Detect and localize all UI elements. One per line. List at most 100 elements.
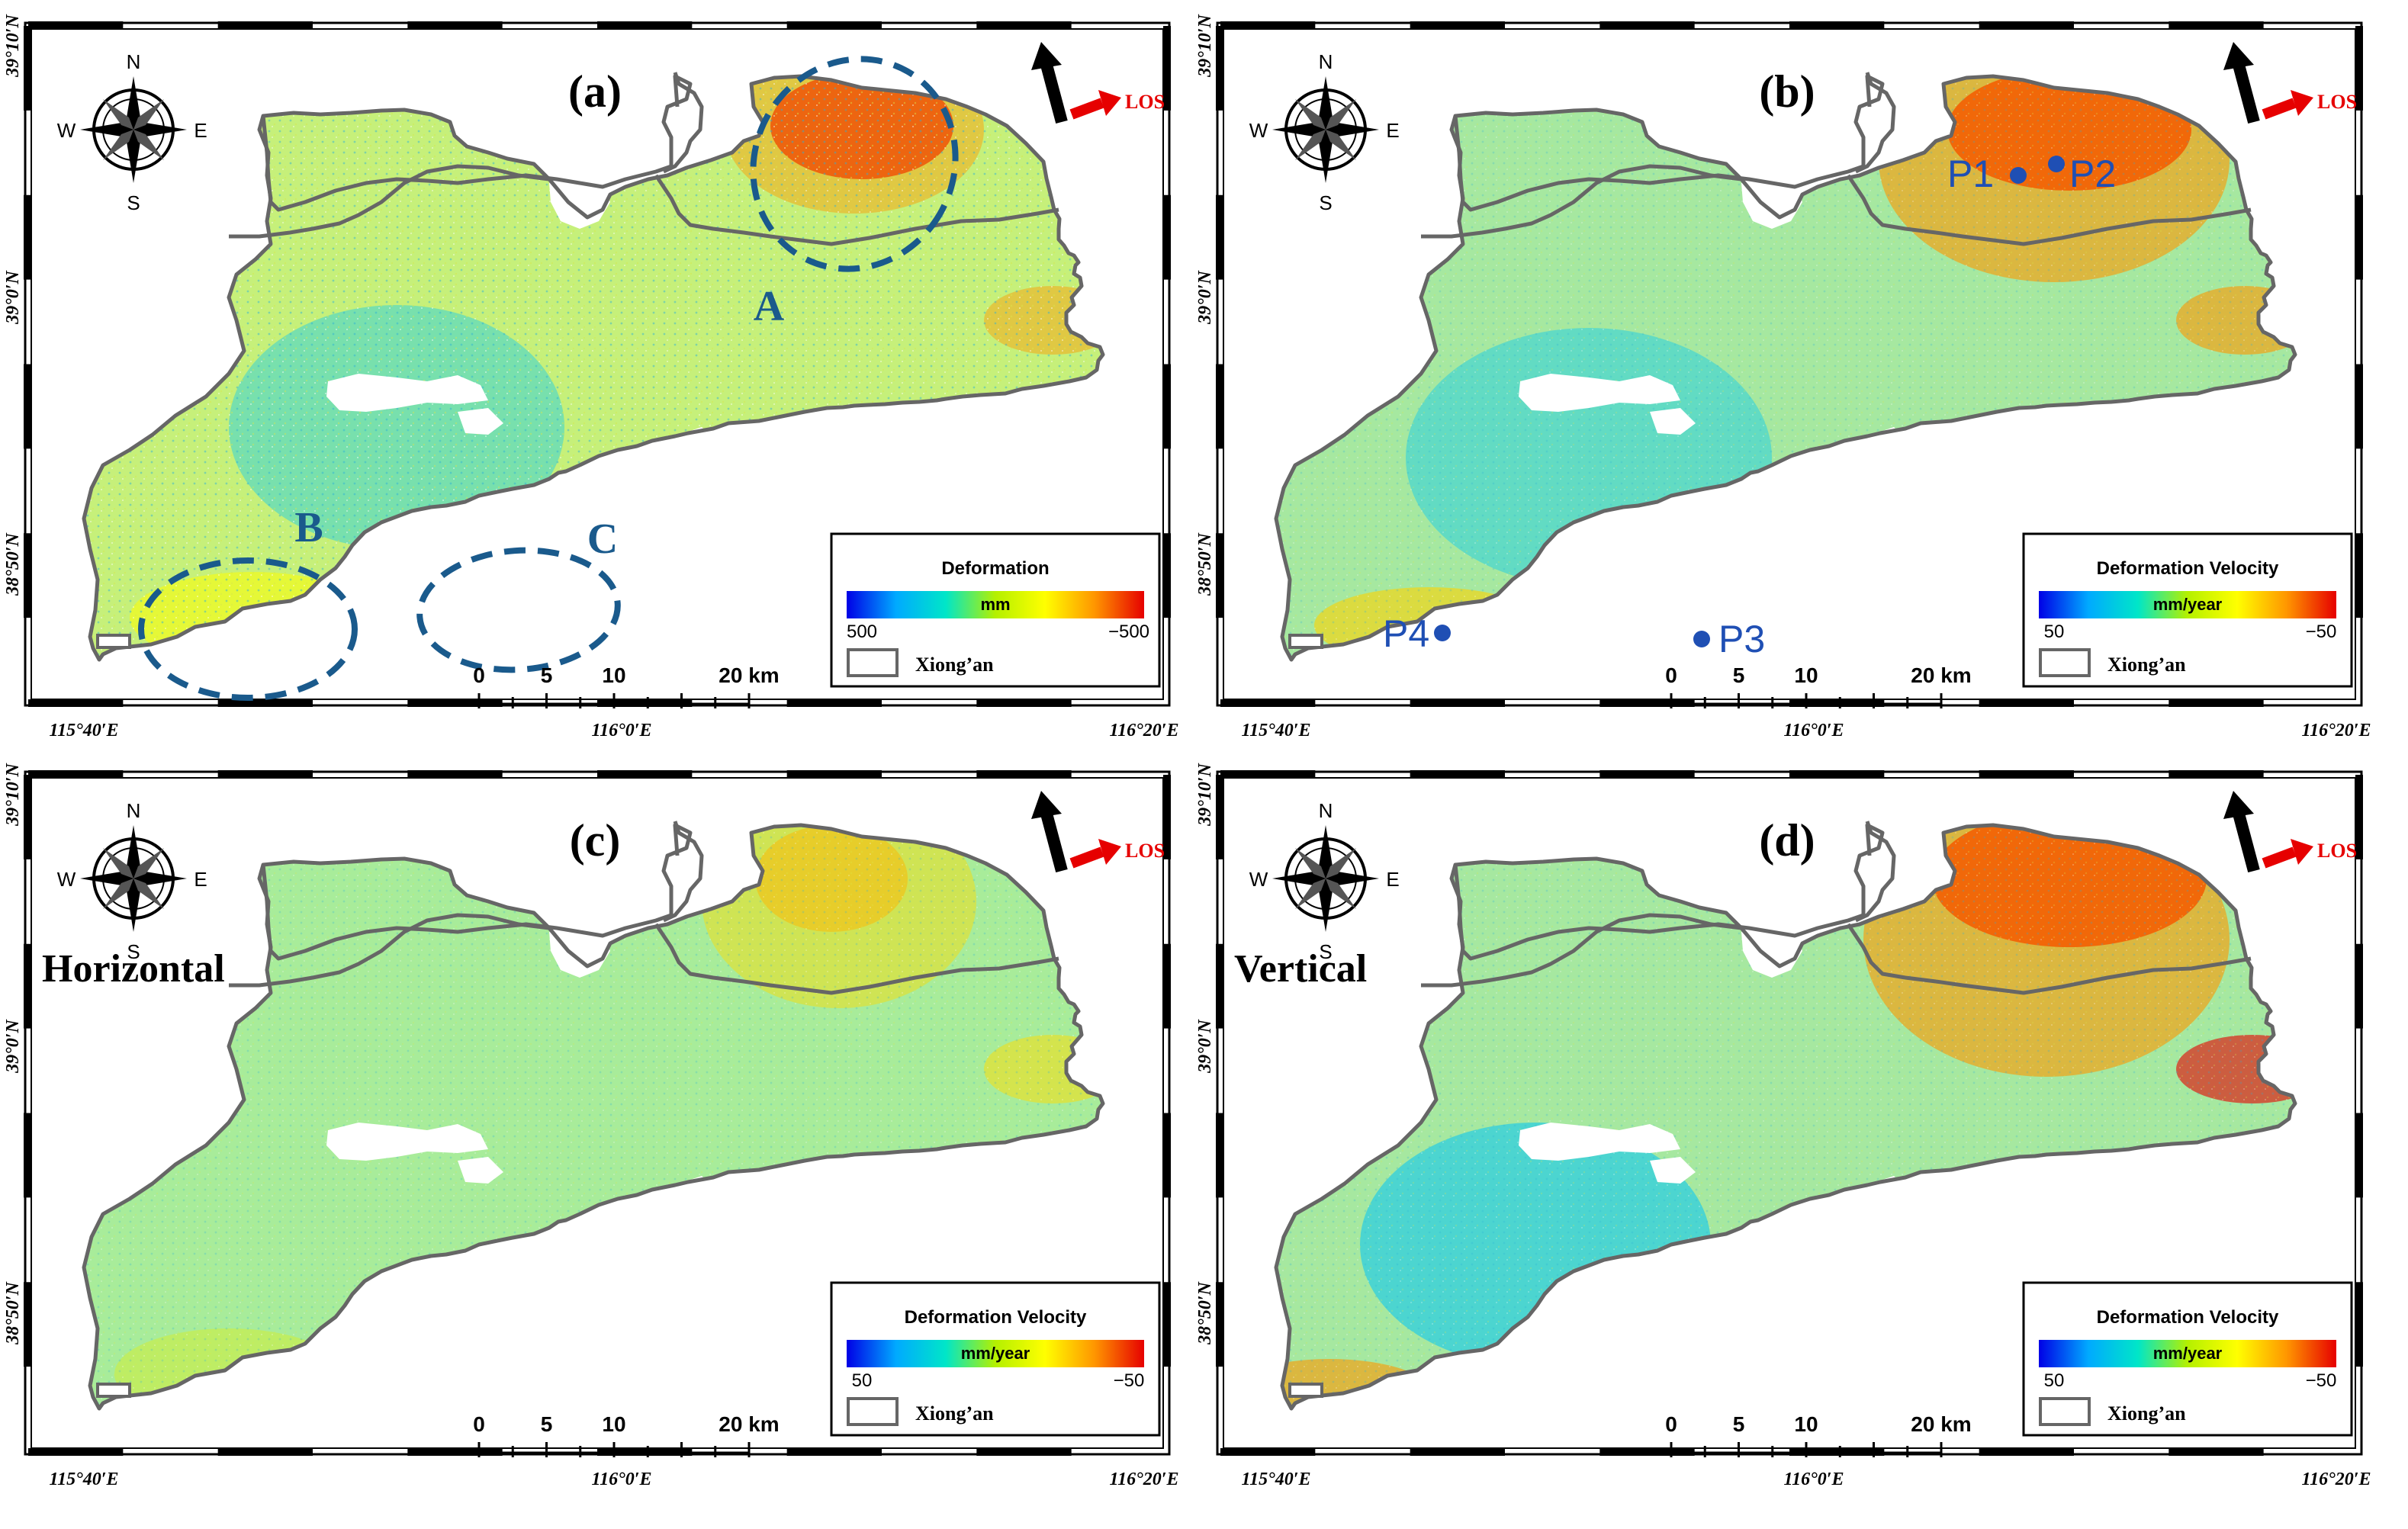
legend-unit: mm/year [2153, 1344, 2223, 1363]
legend-title: Deformation Velocity [905, 1307, 1087, 1328]
compass-w: W [1249, 868, 1268, 891]
panel-label: (b) [1759, 66, 1815, 117]
panel-label: (a) [568, 66, 622, 117]
longitude-label: 116°0′E [1783, 1470, 1844, 1489]
scale-bar-tick: 5 [541, 663, 553, 687]
boundary-feature [96, 1383, 131, 1398]
latitude-label: 39°10′N [3, 13, 23, 77]
boundary-feature [1288, 634, 1323, 649]
county-boundary [229, 913, 550, 988]
county-boundary [1421, 913, 1742, 988]
scale-bar-tick: 5 [1733, 1412, 1745, 1436]
lake-mask [458, 1157, 503, 1184]
county-boundary [229, 164, 550, 239]
map-panel-c: (c) Horizontal N S E W LOS 0 5 10 20 km Deformation… [3, 762, 1179, 1489]
boundary-feature [1288, 1383, 1323, 1398]
legend-max: −50 [2306, 622, 2337, 642]
sample-point-marker [1434, 625, 1451, 641]
scale-bar-tick: 5 [541, 1412, 553, 1436]
legend-min: 50 [852, 1370, 873, 1391]
latitude-label: 38°50′N [1195, 532, 1215, 596]
map-panel-d: (d) Vertical N S E W LOS 0 5 10 20 km Deformation V… [1195, 762, 2371, 1489]
sample-point-label: P4 [1383, 612, 1429, 655]
map-legend: Deformation Velocity mm/year 50 −50 Xiong’an [2022, 1281, 2353, 1437]
los-arrow-icon [1031, 791, 1121, 873]
county-boundary [1846, 923, 2252, 995]
compass-rose-icon: N S E W [1249, 50, 1400, 214]
region-label: A [754, 283, 785, 330]
map-legend: Deformation mm 500 −500 Xiong’an [830, 532, 1161, 688]
map-panel-a: (a) N S E W LOS A B C 0 5 10 20 km Deformation mm 500 −5… [3, 13, 1179, 740]
longitude-label: 116°20′E [1109, 1470, 1178, 1489]
sample-point-label: P2 [2069, 153, 2116, 195]
scale-bar: 0 5 10 20 km [1665, 1412, 1972, 1457]
frame-ticks [1216, 770, 2363, 1456]
los-arrow-icon [2223, 791, 2313, 873]
colorbar [847, 591, 1144, 618]
compass-e: E [194, 119, 207, 142]
compass-e: E [1386, 119, 1399, 142]
compass-w: W [1249, 119, 1268, 142]
panel-subtitle: Vertical [1234, 947, 1367, 991]
legend-min: 50 [2044, 1370, 2065, 1391]
los-arrow-icon [2223, 42, 2313, 124]
latitude-label: 38°50′N [3, 532, 23, 596]
compass-w: W [57, 119, 76, 142]
colorbar [2039, 1340, 2336, 1367]
legend-max: −500 [1108, 622, 1149, 642]
legend-item: Xiong’an [2107, 654, 2186, 676]
compass-n: N [127, 50, 141, 73]
longitude-label: 115°40′E [1241, 1470, 1310, 1489]
county-boundary [654, 923, 1059, 995]
legend-unit: mm/year [961, 1344, 1030, 1363]
map-legend: Deformation Velocity mm/year 50 −50 Xiong’an [2022, 532, 2353, 688]
xiongan-boundary [1274, 74, 2297, 662]
scale-bar-end: 20 km [719, 663, 779, 687]
latitude-label: 39°0′N [3, 1018, 23, 1073]
latitude-label: 39°0′N [1195, 1018, 1215, 1073]
scale-bar-tick: 10 [1794, 1412, 1818, 1436]
map-legend: Deformation Velocity mm/year 50 −50 Xiong’an [830, 1281, 1161, 1437]
los-label: LOS [2317, 91, 2357, 113]
latitude-label: 39°10′N [1195, 762, 1215, 826]
legend-title: Deformation [941, 558, 1049, 579]
county-boundary [1846, 174, 2252, 246]
scale-bar-tick: 5 [1733, 663, 1745, 687]
county-boundary [662, 72, 704, 174]
legend-item: Xiong’an [915, 1402, 994, 1425]
scale-bar-end: 20 km [1911, 663, 1971, 687]
county-boundary [1854, 821, 1896, 923]
scale-bar-tick: 0 [473, 663, 485, 687]
legend-title: Deformation Velocity [2097, 1307, 2279, 1328]
frame-ticks [24, 770, 1171, 1456]
boundary-feature [96, 634, 131, 649]
county-boundary [654, 174, 1059, 246]
longitude-label: 116°20′E [2301, 721, 2371, 740]
los-label: LOS [1125, 91, 1165, 113]
compass-n: N [127, 799, 141, 822]
colorbar [847, 1340, 1144, 1367]
longitude-label: 115°40′E [1241, 721, 1310, 740]
legend-title: Deformation Velocity [2097, 558, 2279, 579]
legend-item: Xiong’an [915, 654, 994, 676]
scale-bar: 0 5 10 20 km [1665, 663, 1972, 708]
region-outline [750, 56, 959, 272]
sample-point-label: P1 [1947, 153, 1994, 195]
region-label: C [587, 516, 618, 563]
region-outline [416, 547, 621, 673]
legend-unit: mm [980, 595, 1010, 614]
compass-s: S [1319, 191, 1332, 214]
los-label: LOS [2317, 840, 2357, 862]
legend-swatch [847, 1397, 899, 1426]
scale-bar: 0 5 10 20 km [473, 1412, 780, 1457]
legend-swatch [2039, 648, 2091, 677]
sample-point-label: P3 [1718, 618, 1765, 660]
legend-min: 50 [2044, 622, 2065, 642]
scale-bar-tick: 10 [602, 663, 625, 687]
frame-ticks [24, 21, 1171, 707]
longitude-label: 116°0′E [591, 1470, 651, 1489]
lake-mask [1650, 408, 1696, 435]
lake-mask [1519, 374, 1680, 412]
lake-mask [1650, 1157, 1696, 1184]
